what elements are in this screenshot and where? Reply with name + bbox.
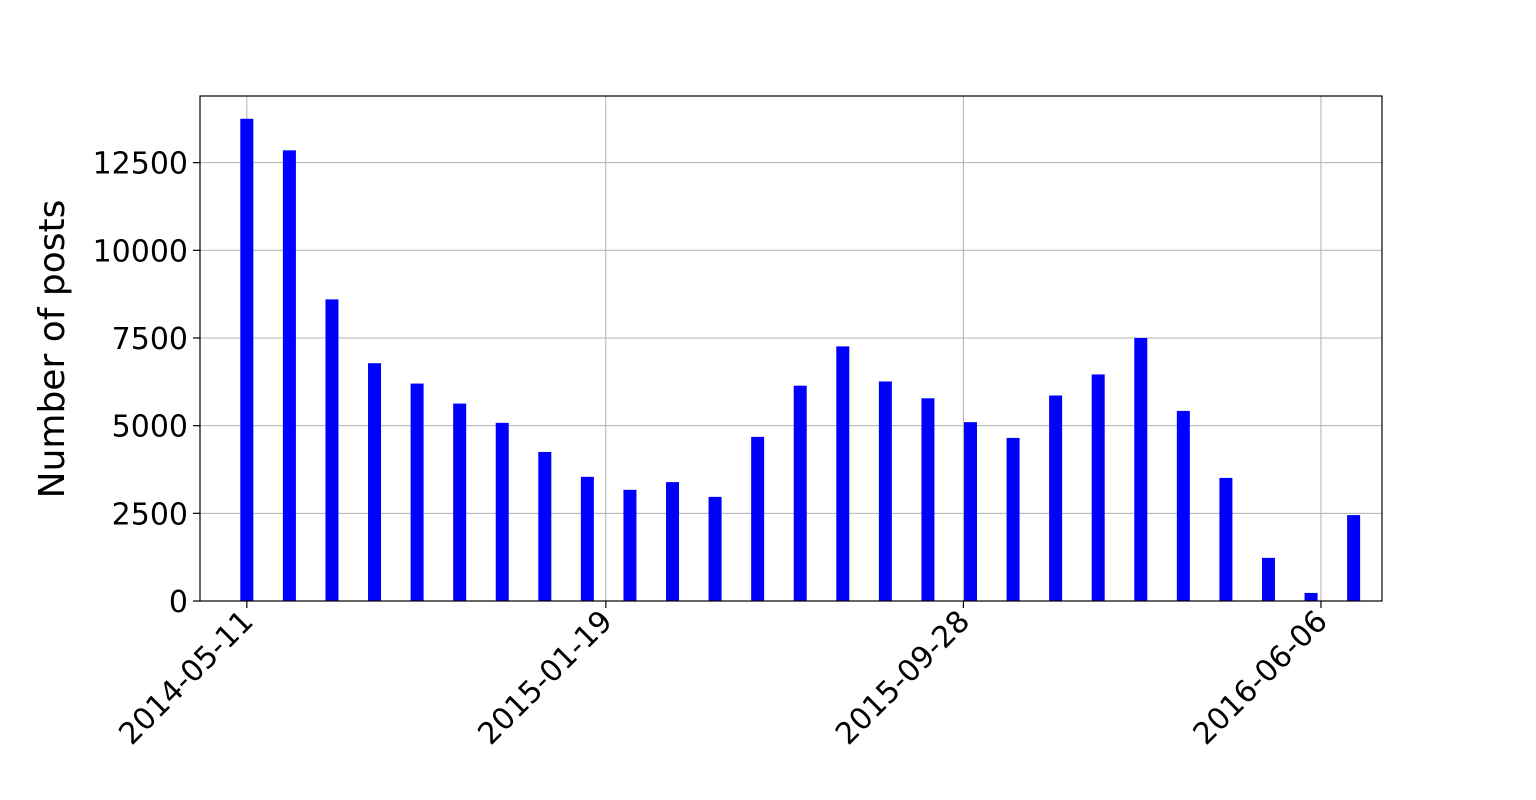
bar xyxy=(1219,477,1233,601)
bar xyxy=(453,403,467,601)
bar xyxy=(623,489,637,601)
bar xyxy=(921,398,935,601)
bar xyxy=(538,451,552,601)
bar xyxy=(1176,410,1190,601)
y-tick-label: 10000 xyxy=(93,234,188,269)
y-tick-label: 2500 xyxy=(112,497,188,532)
y-tick-label: 7500 xyxy=(112,322,188,357)
bar xyxy=(1049,395,1063,601)
bar xyxy=(282,150,296,601)
bar xyxy=(751,436,765,601)
grid-lines xyxy=(200,96,1382,602)
bar xyxy=(325,299,339,601)
bar xyxy=(1134,337,1148,601)
y-tick-label: 5000 xyxy=(112,410,188,445)
bar xyxy=(963,422,977,601)
bar xyxy=(240,118,254,601)
bar xyxy=(878,381,892,601)
bar xyxy=(1091,374,1105,601)
bar xyxy=(580,476,594,601)
bar xyxy=(1006,437,1020,601)
bars xyxy=(240,118,1361,601)
bar xyxy=(1261,557,1275,601)
y-axis: 0 2500 5000 7500 10000 12500 xyxy=(93,147,200,620)
bar xyxy=(708,496,722,601)
y-tick-label: 12500 xyxy=(93,147,188,182)
bar xyxy=(495,422,509,601)
y-tick-label: 0 xyxy=(169,585,188,620)
bar xyxy=(793,385,807,601)
bar xyxy=(1304,592,1318,601)
y-axis-title: Number of posts xyxy=(32,200,73,499)
plot-area-frame xyxy=(199,95,1383,602)
bar xyxy=(836,346,850,601)
bar xyxy=(410,383,424,601)
bar xyxy=(666,482,680,601)
bar xyxy=(368,363,382,601)
bar xyxy=(1347,515,1361,601)
